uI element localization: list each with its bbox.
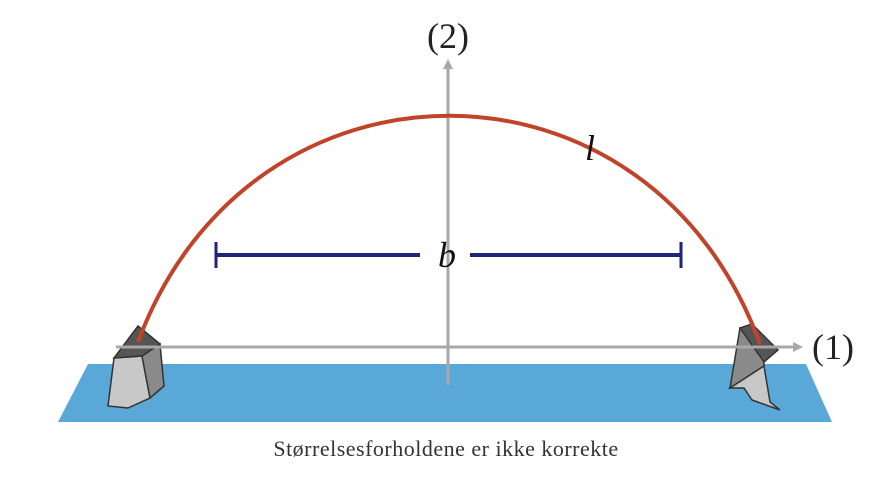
span-label: b (438, 235, 456, 275)
arch-curve (136, 113, 762, 345)
vertical-axis-label: (2) (427, 16, 469, 56)
left-support (107, 324, 165, 409)
span-b (214, 242, 683, 268)
water-surface (58, 364, 832, 422)
caption: Størrelsesforholdene er ikke korrekte (273, 436, 618, 461)
horizontal-axis-label: (1) (812, 327, 854, 367)
curve-label: l (585, 128, 595, 168)
